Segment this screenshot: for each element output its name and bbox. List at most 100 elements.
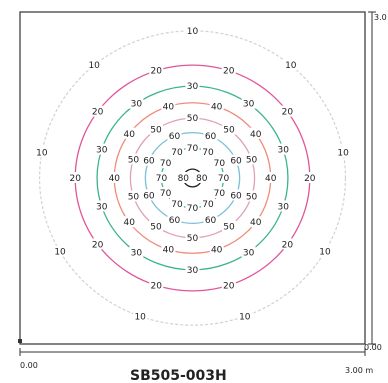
contour-label-bg [194,172,209,183]
contour-label-bg [280,238,295,250]
contour-label-20: 20 [151,67,163,77]
contour-label-70: 70 [202,148,214,158]
contour-label-40: 40 [211,102,223,112]
contour-label-bg [237,310,252,322]
contour-label-20: 20 [223,67,235,77]
contour-label-bg [185,24,200,36]
contour-label-70: 70 [160,159,172,169]
contour-label-70: 70 [171,200,183,210]
contour-label-bg [129,246,144,258]
contour-label-50: 50 [128,192,140,202]
contour-label-bg [209,100,224,112]
contour-label-40: 40 [124,130,136,140]
contour-label-70: 70 [187,144,199,154]
origin-marker [18,339,22,343]
contour-label-bg [222,220,237,232]
contour-label-70: 70 [218,174,230,184]
contour-label-50: 50 [150,126,162,136]
contour-label-bg [149,279,164,291]
contour-label-bg [185,80,200,92]
contour-label-bg [222,123,237,135]
contour-label-bg [126,190,141,202]
y-axis-start-label: 0.00 [364,343,382,352]
contour-label-bg [185,263,200,275]
contour-label-60: 60 [230,191,242,201]
contour-label-bg [154,172,169,183]
contour-label-bg [167,130,182,142]
contour-label-70: 70 [187,204,199,214]
contour-label-bg [241,97,256,109]
contour-label-bg [201,146,216,158]
contour-label-bg [185,142,200,154]
contour-label-10: 10 [36,148,48,158]
contour-label-10: 10 [319,248,331,258]
contour-label-bg [221,279,236,291]
contour-label-10: 10 [54,248,66,258]
contour-label-bg [241,246,256,258]
contour-label-bg [244,153,259,165]
contour-label-20: 20 [223,281,235,291]
contour-label-bg [185,201,200,213]
contour-label-80: 80 [196,174,208,184]
contour-label-bg [176,172,191,183]
contour-label-bg [209,243,224,255]
contour-label-50: 50 [223,222,235,232]
contour-label-40: 40 [163,102,175,112]
contour-label-50: 50 [150,222,162,232]
contour-label-bg [221,64,236,76]
contour-label-bg [34,146,49,158]
chart-title: SB505-003H [130,368,227,383]
contour-label-bg [87,59,102,71]
contour-label-bg [148,220,163,232]
contour-label-bg [126,153,141,165]
contour-label-40: 40 [163,246,175,256]
contour-label-bg [216,172,231,183]
contour-label-bg [248,216,263,228]
contour-label-bg [229,154,244,166]
contour-label-bg [276,143,291,155]
contour-label-bg [203,130,218,142]
contour-label-bg [229,189,244,201]
contour-label-bg [280,105,295,117]
contour-label-70: 70 [214,189,226,199]
contour-label-20: 20 [282,240,294,250]
contour-label-bg [158,157,173,169]
x-axis-end-label: 3.00 m [345,366,373,375]
contour-label-30: 30 [278,146,290,156]
contour-label-bg [263,172,278,183]
contour-label-bg [169,146,184,158]
contour-label-50: 50 [246,192,258,202]
contour-label-30: 30 [131,100,143,110]
contour-label-60: 60 [169,216,181,226]
contour-label-30: 30 [131,248,143,258]
contour-label-bg [203,213,218,225]
contour-label-70: 70 [171,148,183,158]
x-axis-start-label: 0.00 [20,361,38,370]
contour-label-bg [141,154,156,166]
contour-label-60: 60 [205,216,217,226]
contour-label-40: 40 [250,130,262,140]
contour-label-bg [248,127,263,139]
contour-label-40: 40 [124,218,136,228]
contour-label-70: 70 [160,189,172,199]
contour-label-bg [133,310,148,322]
contour-label-bg [276,200,291,212]
contour-label-70: 70 [214,159,226,169]
contour-label-bg [336,146,351,158]
contour-label-50: 50 [187,114,199,124]
contour-label-60: 60 [230,157,242,167]
contour-label-bg [302,172,317,183]
contour-label-30: 30 [187,82,199,92]
contour-label-20: 20 [69,174,81,184]
contour-label-bg [244,190,259,202]
contour-label-10: 10 [337,148,349,158]
contour-label-40: 40 [109,174,121,184]
contour-label-bg [317,245,332,257]
contour-label-bg [149,64,164,76]
contour-label-70: 70 [156,174,168,184]
contour-label-bg [212,157,227,169]
contour-label-10: 10 [134,312,146,322]
contour-label-10: 10 [187,27,199,37]
contour-label-10: 10 [88,61,100,71]
